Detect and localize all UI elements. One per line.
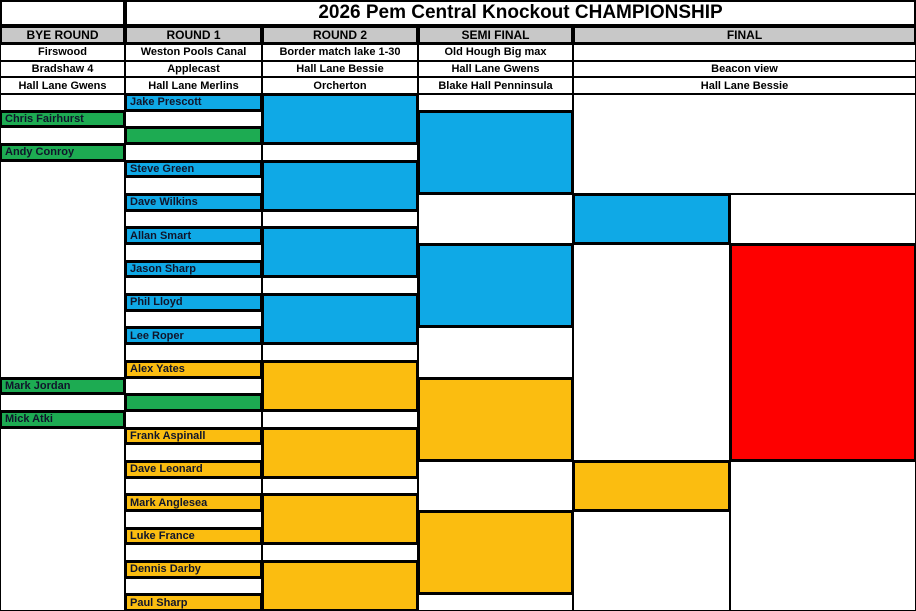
bracket-slot[interactable] [125,510,262,528]
player-cell[interactable]: Dave Leonard [125,460,262,478]
venue-cell: Old Hough Big max [418,44,573,61]
bracket-slot[interactable] [262,360,418,411]
bracket-slot[interactable] [262,344,418,361]
bracket-slot[interactable] [125,577,262,595]
bracket-slot[interactable] [573,194,730,245]
venue-cell: Hall Lane Merlins [125,77,262,94]
bracket-slot[interactable] [418,194,573,245]
bracket-slot[interactable] [0,427,125,611]
bracket-slot[interactable] [262,144,418,161]
column-header-round-1: ROUND 1 [125,26,262,44]
player-cell[interactable]: Phil Lloyd [125,294,262,311]
bracket-slot[interactable] [262,494,418,545]
bracket-slot[interactable] [418,327,573,378]
bracket-slot[interactable] [125,177,262,195]
bracket-slot[interactable] [418,594,573,611]
column-header-bye-round: BYE ROUND [0,26,125,44]
venue-cell: Hall Lane Gwens [418,60,573,78]
bracket-slot[interactable] [730,194,916,245]
bracket-slot[interactable] [125,144,262,161]
player-cell[interactable]: Mick Atki [0,410,125,428]
venue-cell: Firswood [0,44,125,61]
bracket-slot[interactable] [125,477,262,495]
player-cell[interactable]: Luke France [125,527,262,545]
bracket-slot[interactable] [418,244,573,328]
bracket-slot[interactable] [262,210,418,228]
bracket-slot[interactable] [730,244,916,461]
bracket-slot[interactable] [125,394,262,411]
bracket-slot[interactable] [125,110,262,128]
bracket-slot[interactable] [125,377,262,395]
player-cell[interactable]: Dennis Darby [125,560,262,578]
bracket-slot[interactable] [125,210,262,228]
bracket-slot[interactable] [262,544,418,561]
bracket-slot[interactable] [262,560,418,611]
bracket-slot[interactable] [0,160,125,378]
page-title: 2026 Pem Central Knockout CHAMPIONSHIP [125,0,916,26]
bracket-slot[interactable] [418,510,573,595]
bracket-slot[interactable] [125,344,262,361]
bracket-slot[interactable] [418,110,573,195]
bracket-slot[interactable] [573,460,730,511]
venue-cell [573,44,916,61]
bracket-slot[interactable] [125,244,262,261]
player-cell[interactable]: Chris Fairhurst [0,110,125,128]
player-cell[interactable]: Andy Conroy [0,144,125,161]
venue-cell: Orcherton [262,77,418,94]
venue-cell: Hall Lane Bessie [573,77,916,94]
venue-cell: Applecast [125,60,262,78]
title-corner-cell [0,0,125,26]
player-cell[interactable]: Allan Smart [125,227,262,245]
player-cell[interactable]: Mark Jordan [0,377,125,395]
bracket-slot[interactable] [125,410,262,428]
bracket-slot[interactable] [262,94,418,145]
bracket-slot[interactable] [573,244,730,461]
player-cell[interactable]: Mark Anglesea [125,494,262,511]
bracket-slot[interactable] [125,444,262,461]
player-cell[interactable]: Frank Aspinall [125,427,262,445]
bracket-slot[interactable] [418,377,573,461]
player-cell[interactable]: Alex Yates [125,360,262,378]
venue-cell: Border match lake 1-30 [262,44,418,61]
column-header-final: FINAL [573,26,916,44]
bracket-slot[interactable] [0,127,125,145]
bracket-slot[interactable] [730,460,916,611]
bracket-slot[interactable] [125,544,262,561]
player-cell[interactable]: Jason Sharp [125,260,262,278]
column-header-round-2: ROUND 2 [262,26,418,44]
bracket-slot[interactable] [125,310,262,328]
bracket-slot[interactable] [262,160,418,211]
player-cell[interactable]: Steve Green [125,160,262,178]
player-cell[interactable]: Dave Wilkins [125,194,262,211]
column-header-semi-final: SEMI FINAL [418,26,573,44]
bracket-slot[interactable] [418,94,573,111]
bracket-slot[interactable] [125,127,262,145]
player-cell[interactable]: Lee Roper [125,327,262,345]
venue-cell: Weston Pools Canal [125,44,262,61]
bracket-slot[interactable] [262,294,418,345]
bracket-slot[interactable] [262,227,418,278]
player-cell[interactable]: Jake Prescott [125,94,262,111]
venue-cell: Blake Hall Penninsula [418,77,573,94]
venue-cell: Hall Lane Bessie [262,60,418,78]
bracket-slot[interactable] [418,460,573,511]
bracket-slot[interactable] [125,277,262,295]
bracket-slot[interactable] [573,94,916,195]
bracket-slot[interactable] [0,94,125,111]
venue-cell: Hall Lane Gwens [0,77,125,94]
player-cell[interactable]: Paul Sharp [125,594,262,611]
bracket-slot[interactable] [262,277,418,295]
bracket-slot[interactable] [573,510,730,611]
bracket-slot[interactable] [262,410,418,428]
venue-cell: Beacon view [573,60,916,78]
bracket-slot[interactable] [262,477,418,495]
bracket-slot[interactable] [0,394,125,411]
bracket-slot[interactable] [262,427,418,478]
venue-cell: Bradshaw 4 [0,60,125,78]
